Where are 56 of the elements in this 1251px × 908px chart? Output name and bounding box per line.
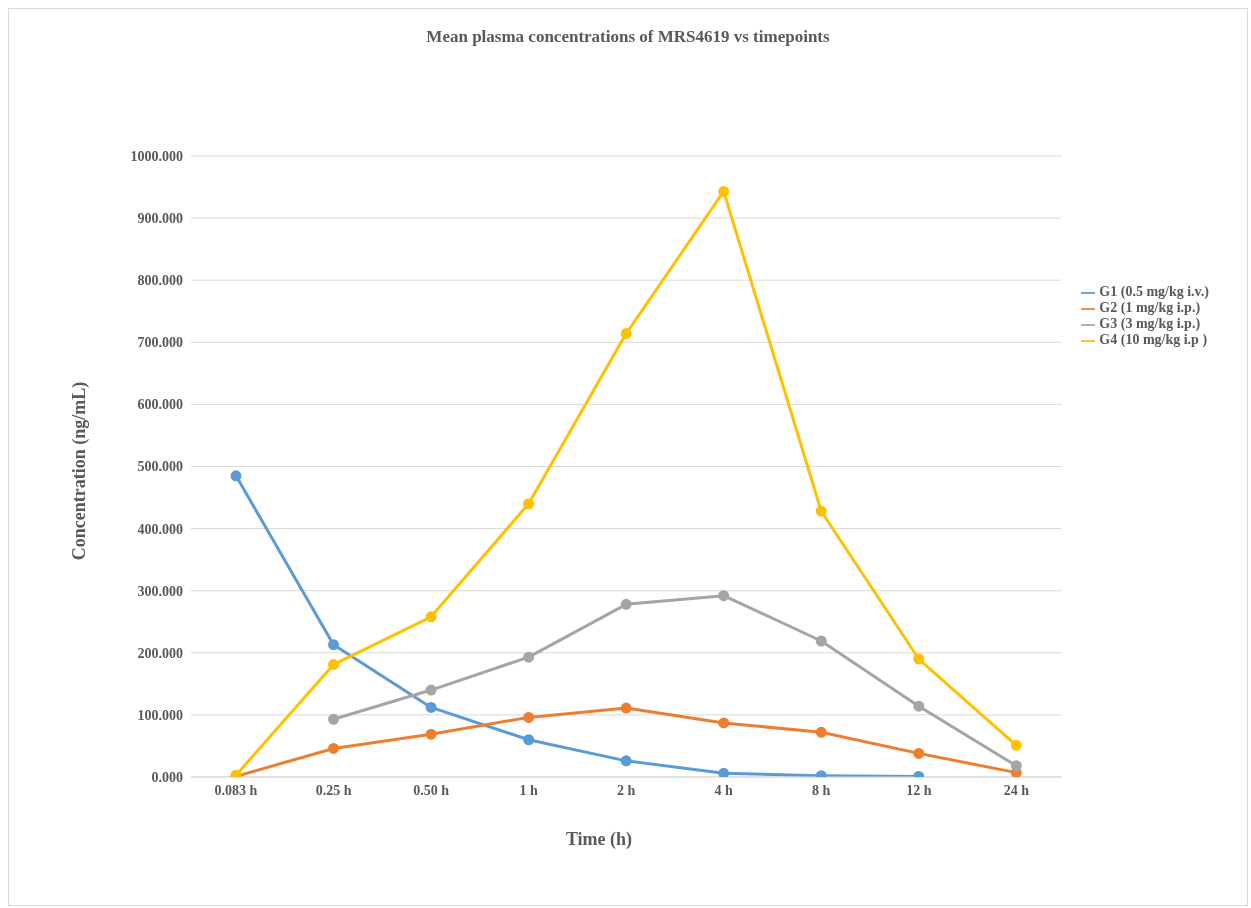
legend-label: G4 (10 mg/kg i.p ): [1099, 332, 1208, 347]
point: [328, 639, 340, 651]
y-tick-label: 700.000: [137, 335, 183, 351]
x-tick-label: 24 h: [1003, 782, 1030, 798]
x-tick-label: 8 h: [812, 782, 831, 798]
point: [620, 328, 632, 340]
x-tick-label: 12 h: [906, 782, 932, 798]
x-tick-label: 0.083 h: [214, 782, 258, 798]
x-tick-label: 1 h: [519, 782, 538, 798]
point: [523, 651, 535, 663]
y-tick-label: 100.000: [137, 707, 183, 723]
y-tick-label: 400.000: [137, 521, 183, 537]
point: [620, 702, 632, 714]
point: [523, 711, 535, 723]
x-tick-label: 4 h: [714, 782, 734, 798]
point: [425, 701, 437, 713]
x-tick-label: 0.25 h: [315, 782, 352, 798]
point: [425, 611, 437, 623]
point: [913, 747, 925, 759]
point: [230, 470, 242, 482]
point: [815, 726, 827, 738]
point: [815, 635, 827, 647]
legend-label: G1 (0.5 mg/kg i.v.): [1099, 284, 1209, 299]
point: [328, 659, 340, 671]
y-tick-label: 1000.000: [130, 148, 183, 164]
legend-label: G3 (3 mg/kg i.p.): [1099, 316, 1201, 331]
y-tick-label: 800.000: [137, 273, 183, 289]
y-tick-label: 300.000: [137, 583, 183, 599]
x-axis-title: Time (h): [564, 829, 634, 850]
y-tick-label: 200.000: [137, 645, 183, 661]
point: [1010, 739, 1022, 751]
point: [425, 728, 437, 740]
point: [718, 590, 730, 602]
y-axis-title: Concentration (ng/mL): [68, 381, 90, 561]
point: [718, 767, 730, 777]
x-tick-label: 0.50 h: [413, 782, 450, 798]
chart-title: Mean plasma concentrations of MRS4619 vs timepoints: [425, 27, 831, 47]
y-tick-label: 900.000: [137, 211, 183, 227]
point: [620, 598, 632, 610]
point: [815, 505, 827, 517]
point: [425, 684, 437, 696]
point: [523, 734, 535, 746]
y-tick-label: 0.000: [151, 769, 183, 785]
point: [913, 653, 925, 665]
legend-label: G2 (1 mg/kg i.p.): [1099, 300, 1201, 315]
point: [1010, 760, 1022, 772]
point: [718, 185, 730, 197]
y-tick-label: 500.000: [137, 459, 183, 475]
point: [523, 498, 535, 510]
point: [328, 742, 340, 754]
point: [913, 700, 925, 712]
point: [328, 713, 340, 725]
point: [620, 755, 632, 767]
y-tick-label: 600.000: [137, 397, 183, 413]
point: [718, 717, 730, 729]
x-tick-label: 2 h: [617, 782, 636, 798]
